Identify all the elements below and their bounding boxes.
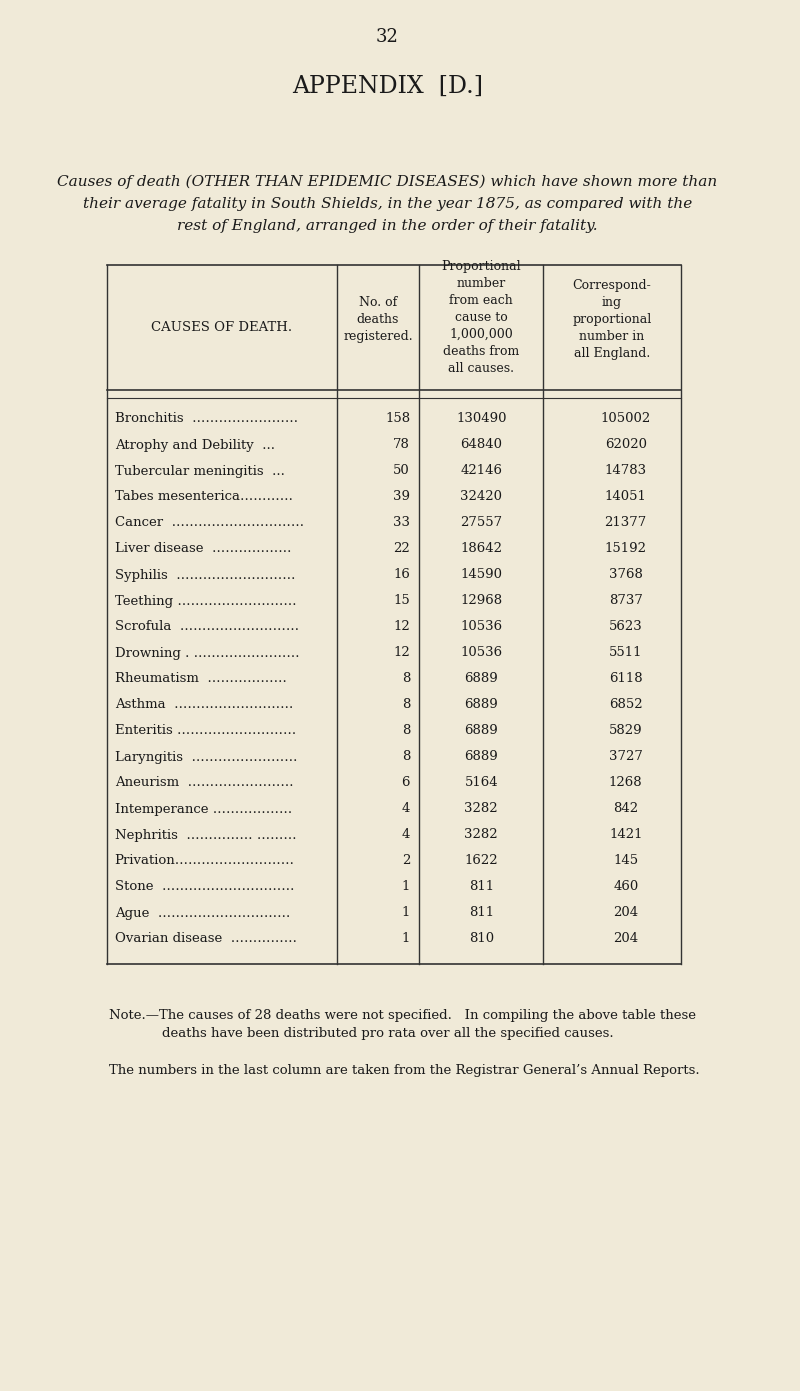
Text: 5623: 5623: [609, 620, 642, 633]
Text: 4: 4: [402, 803, 410, 815]
Text: Syphilis  ………………………: Syphilis ………………………: [114, 569, 295, 581]
Text: 14783: 14783: [605, 465, 646, 477]
Text: 50: 50: [394, 465, 410, 477]
Text: Cancer  …………………………: Cancer …………………………: [114, 516, 304, 530]
Text: Asthma  ………………………: Asthma ………………………: [114, 698, 293, 712]
Text: The numbers in the last column are taken from the Registrar General’s Annual Rep: The numbers in the last column are taken…: [109, 1064, 700, 1077]
Text: 16: 16: [394, 569, 410, 581]
Text: 8: 8: [402, 751, 410, 764]
Text: 811: 811: [469, 907, 494, 919]
Text: 22: 22: [394, 542, 410, 555]
Text: 6889: 6889: [464, 672, 498, 686]
Text: Privation………………………: Privation………………………: [114, 854, 294, 868]
Text: Tubercular meningitis  ...: Tubercular meningitis ...: [114, 465, 285, 477]
Text: Aneurism  ……………………: Aneurism ……………………: [114, 776, 294, 790]
Text: Causes of death (OTHER THAN EPIDEMIC DISEASES) which have shown more than: Causes of death (OTHER THAN EPIDEMIC DIS…: [57, 175, 718, 189]
Text: Stone  …………………………: Stone …………………………: [114, 881, 294, 893]
Text: Rheumatism  ………………: Rheumatism ………………: [114, 672, 286, 686]
Text: 1622: 1622: [465, 854, 498, 868]
Text: 32: 32: [376, 28, 398, 46]
Text: 3727: 3727: [609, 751, 642, 764]
Text: 6889: 6889: [464, 725, 498, 737]
Text: 18642: 18642: [460, 542, 502, 555]
Text: 8: 8: [402, 698, 410, 712]
Text: 42146: 42146: [460, 465, 502, 477]
Text: 6889: 6889: [464, 751, 498, 764]
Text: No. of
deaths
registered.: No. of deaths registered.: [343, 296, 413, 344]
Text: 811: 811: [469, 881, 494, 893]
Text: 105002: 105002: [601, 413, 651, 426]
Text: 130490: 130490: [456, 413, 506, 426]
Text: APPENDIX  [D.]: APPENDIX [D.]: [292, 75, 482, 97]
Text: 204: 204: [613, 932, 638, 946]
Text: 10536: 10536: [460, 647, 502, 659]
Text: Liver disease  ………………: Liver disease ………………: [114, 542, 291, 555]
Text: Enteritis ………………………: Enteritis ………………………: [114, 725, 296, 737]
Text: 10536: 10536: [460, 620, 502, 633]
Text: Ovarian disease  ……………: Ovarian disease ……………: [114, 932, 297, 946]
Text: 12: 12: [394, 647, 410, 659]
Text: 78: 78: [394, 438, 410, 452]
Text: 6889: 6889: [464, 698, 498, 712]
Text: Teething ………………………: Teething ………………………: [114, 594, 296, 608]
Text: 15: 15: [394, 594, 410, 608]
Text: Note.—The causes of 28 deaths were not specified.   In compiling the above table: Note.—The causes of 28 deaths were not s…: [109, 1008, 696, 1022]
Text: deaths have been distributed pro rata over all the specified causes.: deaths have been distributed pro rata ov…: [162, 1027, 614, 1040]
Text: Bronchitis  ……………………: Bronchitis ……………………: [114, 413, 298, 426]
Text: 1421: 1421: [609, 829, 642, 842]
Text: 1268: 1268: [609, 776, 642, 790]
Text: 12: 12: [394, 620, 410, 633]
Text: 27557: 27557: [460, 516, 502, 530]
Text: 204: 204: [613, 907, 638, 919]
Text: 64840: 64840: [460, 438, 502, 452]
Text: 5829: 5829: [609, 725, 642, 737]
Text: Drowning . ……………………: Drowning . ……………………: [114, 647, 299, 659]
Text: 6: 6: [402, 776, 410, 790]
Text: 145: 145: [613, 854, 638, 868]
Text: 14051: 14051: [605, 491, 646, 504]
Text: 460: 460: [613, 881, 638, 893]
Text: Correspond-
ing
proportional
number in
all England.: Correspond- ing proportional number in a…: [572, 280, 651, 360]
Text: 8: 8: [402, 672, 410, 686]
Text: 810: 810: [469, 932, 494, 946]
Text: Nephritis  …………… ………: Nephritis …………… ………: [114, 829, 296, 842]
Text: 3768: 3768: [609, 569, 642, 581]
Text: Tabes mesenterica…………: Tabes mesenterica…………: [114, 491, 293, 504]
Text: 158: 158: [385, 413, 410, 426]
Text: Laryngitis  ……………………: Laryngitis ……………………: [114, 751, 297, 764]
Text: their average fatality in South Shields, in the year 1875, as compared with the: their average fatality in South Shields,…: [82, 198, 692, 211]
Text: Ague  …………………………: Ague …………………………: [114, 907, 290, 919]
Text: Scrofula  ………………………: Scrofula ………………………: [114, 620, 298, 633]
Text: Proportional
number
from each
cause to
1,000,000
deaths from
all causes.: Proportional number from each cause to 1…: [442, 260, 521, 376]
Text: 3282: 3282: [465, 803, 498, 815]
Text: Atrophy and Debility  ...: Atrophy and Debility ...: [114, 438, 274, 452]
Text: 1: 1: [402, 932, 410, 946]
Text: 1: 1: [402, 907, 410, 919]
Text: 2: 2: [402, 854, 410, 868]
Text: 21377: 21377: [605, 516, 647, 530]
Text: 32420: 32420: [460, 491, 502, 504]
Text: CAUSES OF DEATH.: CAUSES OF DEATH.: [151, 321, 293, 334]
Text: 6852: 6852: [609, 698, 642, 712]
Text: 15192: 15192: [605, 542, 646, 555]
Text: Intemperance ………………: Intemperance ………………: [114, 803, 292, 815]
Text: rest of England, arranged in the order of their fatality.: rest of England, arranged in the order o…: [177, 218, 598, 234]
Text: 3282: 3282: [465, 829, 498, 842]
Text: 4: 4: [402, 829, 410, 842]
Text: 39: 39: [393, 491, 410, 504]
Text: 5511: 5511: [609, 647, 642, 659]
Text: 14590: 14590: [460, 569, 502, 581]
Text: 6118: 6118: [609, 672, 642, 686]
Text: 12968: 12968: [460, 594, 502, 608]
Text: 62020: 62020: [605, 438, 646, 452]
Text: 5164: 5164: [465, 776, 498, 790]
Text: 8737: 8737: [609, 594, 642, 608]
Text: 8: 8: [402, 725, 410, 737]
Text: 842: 842: [613, 803, 638, 815]
Text: 33: 33: [393, 516, 410, 530]
Text: 1: 1: [402, 881, 410, 893]
